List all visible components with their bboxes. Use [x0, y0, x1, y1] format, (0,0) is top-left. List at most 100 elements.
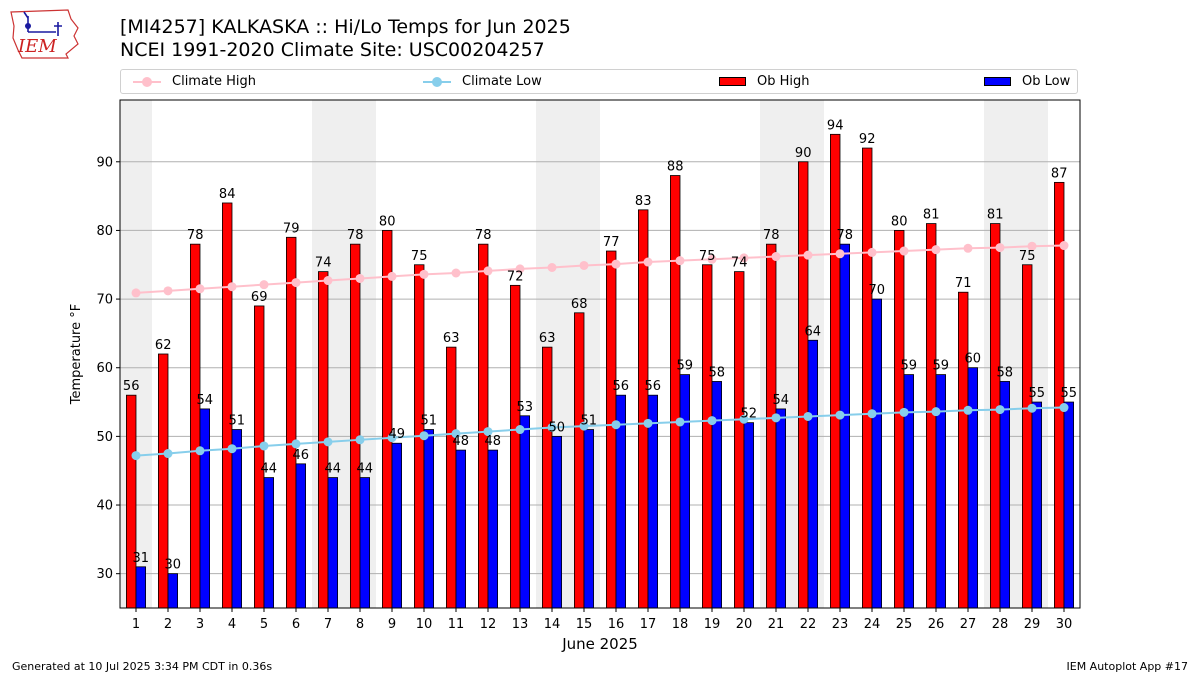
ob-high-label: 72 [507, 269, 524, 284]
ob-low-bar [519, 415, 531, 609]
ob-high-label: 75 [699, 249, 716, 264]
legend-label-ob-high: Ob High [757, 74, 810, 89]
climate-low-point [195, 446, 205, 456]
climate-low-point [547, 422, 557, 432]
x-tick-label: 24 [864, 617, 881, 632]
ob-low-label: 44 [357, 462, 374, 477]
climate-low-point [611, 420, 621, 430]
ob-low-label: 49 [389, 427, 406, 442]
ob-high-bar [477, 243, 489, 609]
ob-high-label: 56 [123, 379, 140, 394]
y-tick-label: 40 [96, 499, 113, 514]
climate-high-point [419, 269, 429, 279]
climate-low-point [483, 427, 493, 437]
climate-high-point [963, 243, 973, 253]
climate-low-point [131, 451, 141, 461]
ob-high-bar [766, 243, 777, 609]
climate-low-point [707, 416, 717, 426]
x-tick-label: 29 [1024, 617, 1041, 632]
ob-low-label: 51 [229, 414, 246, 429]
ob-high-label: 62 [155, 338, 172, 353]
x-tick-label: 12 [480, 617, 497, 632]
ob-low-bar [679, 374, 691, 609]
ob-high-bar [574, 312, 585, 609]
legend-item-ob-low: Ob Low [984, 70, 1070, 93]
ob-low-bar [711, 381, 723, 609]
ob-high-bar [670, 175, 681, 609]
climate-low-point [771, 413, 781, 423]
climate-low-point [803, 411, 813, 421]
climate-low-point [835, 410, 845, 420]
climate-high-point [483, 266, 493, 276]
ob-low-label: 48 [485, 434, 502, 449]
ob-low-label: 70 [869, 283, 886, 298]
x-tick-label: 2 [164, 617, 172, 632]
ob-high-label: 90 [795, 146, 812, 161]
logo-text: IEM [17, 36, 57, 57]
ob-high-label: 71 [955, 276, 972, 291]
climate-high-line [135, 244, 1065, 294]
ob-low-bar [775, 408, 787, 609]
climate-high-point [131, 288, 141, 298]
climate-high-point [1059, 241, 1069, 251]
y-tick-label: 50 [96, 430, 113, 445]
climate-high-line-icon [133, 76, 161, 87]
x-tick-label: 7 [324, 617, 332, 632]
climate-high-point [643, 257, 653, 267]
x-tick-label: 26 [928, 617, 945, 632]
x-tick-label: 23 [832, 617, 849, 632]
ob-high-label: 74 [315, 256, 332, 271]
x-tick-label: 30 [1056, 617, 1073, 632]
ob-low-bar [135, 566, 147, 609]
ob-low-bar [199, 408, 211, 609]
ob-high-bar [381, 230, 393, 609]
x-tick-label: 10 [416, 617, 433, 632]
x-tick-label: 15 [576, 617, 593, 632]
ob-low-bar [551, 435, 563, 609]
ob-high-label: 63 [443, 331, 460, 346]
ob-low-bar [327, 477, 339, 609]
ob-high-label: 94 [827, 118, 844, 133]
ob-high-label: 75 [1019, 249, 1036, 264]
ob-high-label: 83 [635, 194, 652, 209]
climate-low-point [355, 435, 365, 445]
climate-high-point [995, 243, 1005, 253]
climate-low-point [259, 441, 269, 451]
ob-high-label: 74 [731, 256, 748, 271]
climate-high-point [387, 271, 397, 281]
climate-low-line-icon [423, 76, 451, 87]
x-tick-label: 3 [196, 617, 204, 632]
ob-low-bar [807, 339, 819, 609]
x-tick-label: 16 [608, 617, 625, 632]
generated-timestamp: Generated at 10 Jul 2025 3:34 PM CDT in … [12, 660, 273, 673]
climate-high-point [675, 256, 685, 266]
ob-low-label: 55 [1029, 386, 1046, 401]
climate-low-point [227, 444, 237, 454]
ob-low-label: 64 [805, 324, 822, 339]
climate-high-point [259, 280, 269, 290]
ob-high-label: 81 [923, 208, 940, 223]
climate-high-point [707, 254, 717, 264]
ob-high-bar [958, 291, 969, 609]
ob-low-label: 58 [997, 365, 1014, 380]
ob-high-bar [990, 223, 1001, 609]
x-tick-label: 13 [512, 617, 529, 632]
app-credit: IEM Autoplot App #17 [1066, 660, 1189, 673]
y-tick-label: 90 [96, 155, 113, 170]
ob-high-label: 75 [411, 249, 428, 264]
climate-high-point [611, 259, 621, 269]
x-tick-label: 8 [356, 617, 364, 632]
ob-low-bar [391, 442, 403, 609]
ob-low-bar [967, 367, 979, 609]
climate-low-point [643, 418, 653, 428]
legend-label-climate-high: Climate High [172, 74, 257, 89]
ob-low-label: 51 [421, 414, 438, 429]
ob-low-label: 59 [901, 359, 918, 374]
ob-low-label: 55 [1061, 386, 1078, 401]
ob-high-label: 69 [251, 290, 268, 305]
climate-high-point [739, 253, 749, 263]
ob-high-label: 78 [475, 228, 492, 243]
climate-high-point [515, 264, 525, 274]
y-tick-label: 60 [96, 361, 113, 376]
